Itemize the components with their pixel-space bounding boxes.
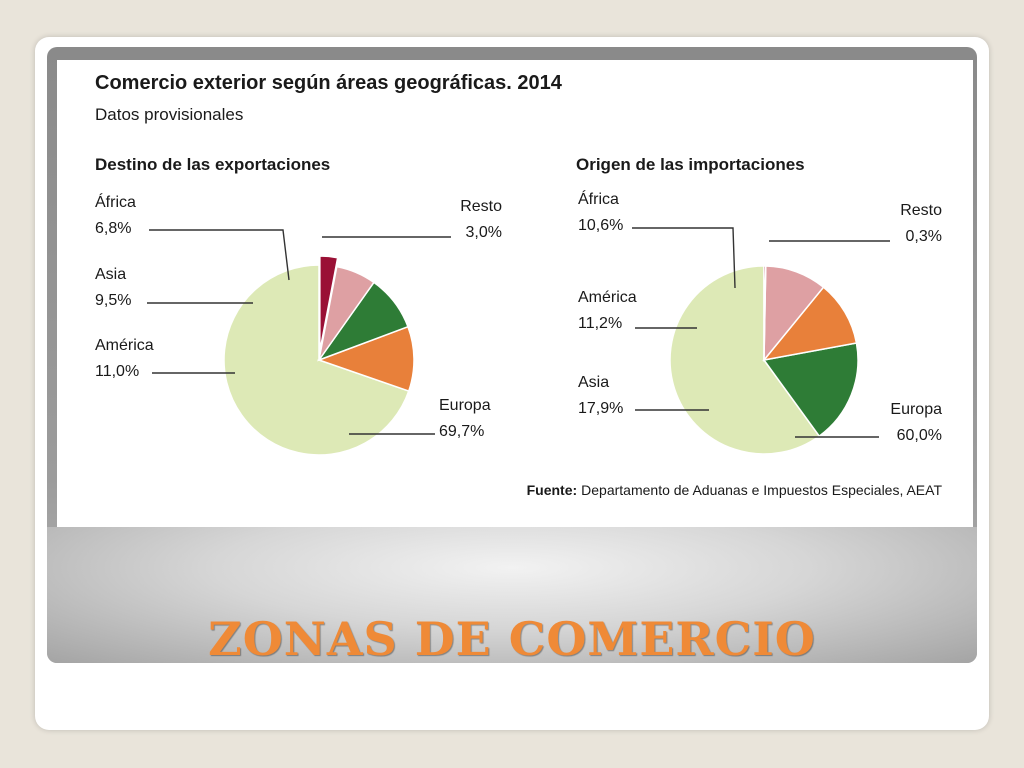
figure-title: Comercio exterior según áreas geográfica… [95, 72, 563, 94]
exports-slice-america [316, 325, 415, 393]
imports-slice-europa [669, 265, 821, 455]
figure-subtitle: Datos provisionales [95, 105, 243, 124]
exports-label-africa: África [95, 192, 136, 211]
imports-label-asia: Asia [578, 374, 609, 391]
exports-value-resto: 3,0% [466, 224, 502, 241]
exports-value-america: 11,0% [95, 363, 139, 380]
chart-svg: Comercio exterior según áreas geográfica… [95, 72, 943, 498]
imports-value-africa: 10,6% [578, 217, 623, 234]
exports-slice-africa [318, 265, 375, 361]
source-label: Fuente: [527, 482, 578, 498]
source-text: Departamento de Aduanas e Impuestos Espe… [581, 482, 942, 498]
exports-pie: Europa 69,7% América 11,0% Asia 9,5% África 6,8… [95, 192, 502, 456]
imports-label-america: América [578, 289, 637, 306]
exports-label-europa: Europa [439, 397, 491, 414]
exports-value-europa: 69,7% [439, 423, 484, 440]
imports-slice-asia [762, 342, 859, 438]
imports-value-europa: 60,0% [897, 427, 942, 444]
exports-value-asia: 9,5% [95, 292, 131, 309]
chart-figure: Comercio exterior según áreas geográfica… [57, 60, 973, 527]
exports-slice-europa [223, 264, 410, 456]
exports-label-resto: Resto [460, 198, 502, 215]
imports-value-america: 11,2% [578, 315, 622, 332]
imports-label-europa: Europa [890, 401, 942, 418]
exports-slice-resto [319, 255, 339, 352]
imports-leader-africa [632, 227, 736, 289]
exports-leader-africa [149, 229, 290, 281]
exports-label-america: América [95, 337, 154, 354]
imports-slice-america [762, 286, 858, 362]
imports-label-resto: Resto [900, 202, 942, 219]
imports-chart-title: Origen de las importaciones [576, 155, 805, 174]
imports-pie: Europa 60,0% Asia 17,9% América 11,2% África 10… [578, 189, 942, 455]
exports-chart-title: Destino de las exportaciones [95, 155, 330, 174]
panel-gradient [47, 527, 977, 663]
imports-slice-resto [763, 265, 767, 361]
imports-label-africa: África [578, 189, 619, 208]
imports-value-asia: 17,9% [578, 400, 623, 417]
imports-value-resto: 0,3% [906, 228, 942, 245]
figure-source: Fuente: Departamento de Aduanas e Impuest… [527, 482, 943, 498]
slide-title: ZONAS DE COMERCIO [208, 612, 816, 666]
exports-label-asia: Asia [95, 266, 126, 283]
exports-value-africa: 6,8% [95, 220, 131, 237]
